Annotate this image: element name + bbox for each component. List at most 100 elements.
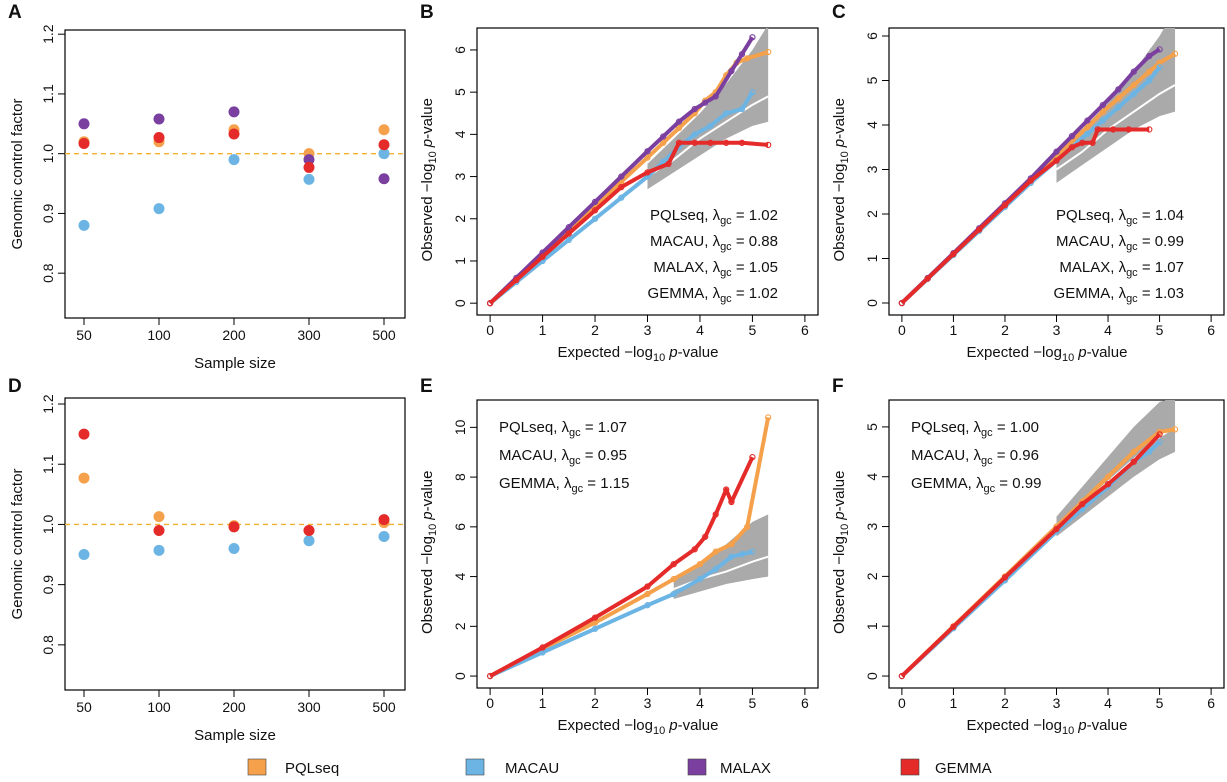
qq-point (712, 548, 719, 555)
qq-point (591, 198, 599, 206)
qq-point (1130, 81, 1137, 89)
lambda-value: 1.05 (749, 259, 778, 276)
lambda-value: 1.03 (1155, 285, 1184, 302)
series-name: GEMMA (911, 475, 968, 492)
qq-point (765, 141, 772, 149)
qq-point (618, 194, 625, 201)
separator: , (553, 447, 561, 464)
lambda-value: 0.88 (749, 233, 778, 250)
lambda-subscript: gc (1126, 241, 1138, 253)
y-tick-label: 1 (452, 257, 468, 265)
qq-point (1001, 574, 1009, 581)
label-text: -value (678, 344, 719, 361)
separator: , (1110, 285, 1118, 302)
point (78, 118, 90, 130)
qq-point (749, 454, 756, 461)
qq-point (1156, 46, 1163, 53)
x-tick-label: 6 (1207, 695, 1215, 711)
qq-point (565, 230, 572, 237)
y-tick-label: 3 (452, 172, 468, 180)
label-subscript: 10 (427, 151, 439, 163)
lambda-annotation: MACAU, λgc = 0.95 (499, 447, 627, 467)
qq-trace (489, 417, 771, 678)
qq-point (738, 51, 746, 58)
lambda-subscript: gc (720, 293, 732, 305)
qq-point (1171, 50, 1179, 57)
label-text: -value (1087, 717, 1128, 734)
qq-point (618, 183, 625, 191)
label-subscript: 10 (653, 725, 665, 737)
qq-point (1084, 130, 1091, 138)
qq-point (1099, 108, 1107, 115)
series-name: PQLseq (650, 207, 704, 224)
axis-label: Observed −log10 p-value (831, 98, 851, 261)
point (303, 154, 315, 166)
lambda-symbol: λ (1119, 259, 1127, 276)
qq-point (1084, 117, 1091, 124)
point (153, 203, 165, 215)
point (78, 428, 90, 440)
y-tick-label: 4 (452, 130, 468, 138)
label-text: Expected −log (967, 717, 1063, 734)
qq-point (1171, 426, 1179, 433)
qq-point (1156, 59, 1163, 66)
series-name: MACAU (650, 233, 704, 250)
point (153, 132, 165, 144)
x-tick-label: 5 (1156, 322, 1164, 338)
label-text: Expected −log (558, 717, 654, 734)
separator: , (965, 419, 973, 436)
panel-label: A (8, 2, 22, 23)
label-text: Observed −log (831, 164, 848, 262)
point (303, 524, 315, 536)
label-subscript: 10 (1062, 725, 1074, 737)
x-tick-label: 100 (147, 327, 171, 343)
lambda-value: 0.99 (1155, 233, 1184, 250)
qq-point (728, 553, 735, 560)
axis-label: Observed −log10 p-value (419, 98, 439, 261)
equals: = (1138, 259, 1155, 276)
qq-point (723, 110, 730, 117)
qq-point (950, 623, 957, 630)
qq-point (707, 122, 714, 130)
qq-point (691, 131, 698, 138)
y-tick-label: 0 (864, 672, 880, 680)
lambda-value: 1.00 (1010, 419, 1039, 436)
x-tick-label: 0 (486, 695, 494, 711)
qq-point (712, 93, 719, 100)
label-italic: p (1077, 344, 1086, 361)
y-tick-label: 1 (864, 254, 880, 262)
x-tick-label: 0 (486, 322, 494, 338)
equals: = (995, 475, 1012, 492)
equals: = (732, 207, 749, 224)
qq-point (644, 169, 651, 176)
qq-point (1130, 68, 1137, 75)
x-tick-label: 3 (1053, 322, 1061, 338)
lambda-subscript: gc (572, 483, 584, 495)
lambda-symbol: λ (1119, 207, 1127, 224)
lambda-value: 0.96 (1010, 447, 1039, 464)
plot-area (486, 414, 772, 680)
point (78, 549, 90, 561)
separator: , (556, 475, 564, 492)
equals: = (732, 285, 749, 302)
separator: , (704, 285, 712, 302)
separator: , (553, 419, 561, 436)
x-tick-label: 5 (749, 695, 757, 711)
y-tick-label: 2 (864, 572, 880, 580)
qq-point (898, 299, 906, 307)
separator: , (1110, 259, 1118, 276)
qq-point (749, 89, 756, 96)
label-text: -value (419, 98, 436, 139)
x-tick-label: 2 (591, 322, 599, 338)
y-tick-label: 6 (864, 32, 880, 40)
y-tick-label: 10 (452, 419, 468, 435)
qq-point (1115, 95, 1122, 102)
axis-label: Observed −log10 p-value (831, 471, 851, 634)
point (228, 106, 240, 118)
axis-label: Expected −log10 p-value (558, 717, 719, 737)
lambda-symbol: λ (976, 475, 984, 492)
plot-frame (64, 397, 406, 691)
point (153, 524, 165, 536)
x-tick-label: 3 (1053, 695, 1061, 711)
